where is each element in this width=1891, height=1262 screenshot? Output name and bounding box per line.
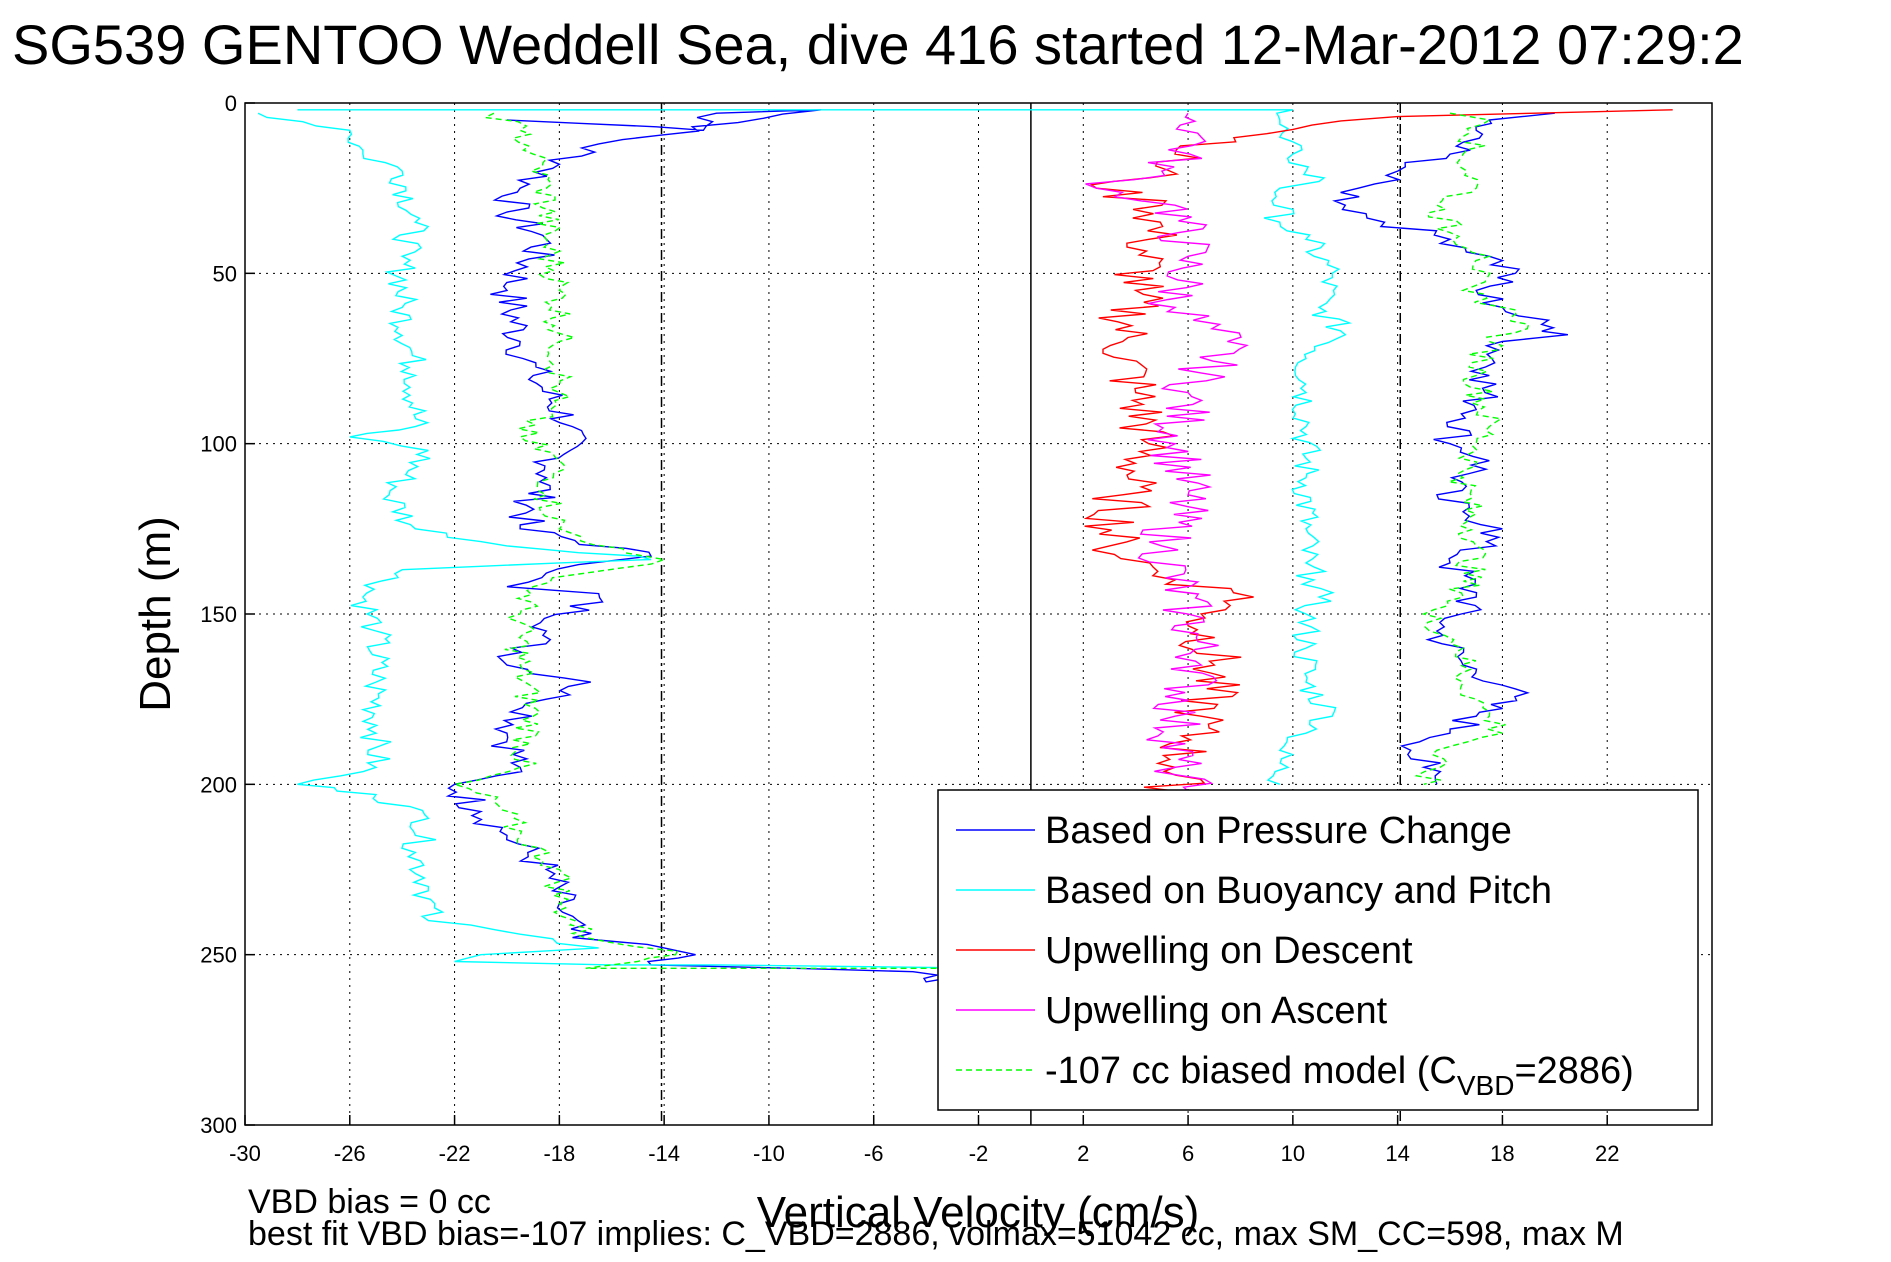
x-tick-label: -14: [648, 1141, 680, 1166]
x-axis-label: Vertical Velocity (cm/s): [757, 1188, 1200, 1237]
vbd-bias-note: VBD bias = 0 cc: [248, 1183, 491, 1221]
series-group: [257, 109, 1673, 983]
x-tick-label: -6: [864, 1141, 884, 1166]
y-tick-label: 0: [225, 91, 237, 116]
legend-label: Based on Pressure Change: [1045, 810, 1512, 852]
legend-label: Based on Buoyancy and Pitch: [1045, 870, 1552, 912]
y-tick-label: 50: [213, 261, 237, 286]
x-tick-label: 22: [1595, 1141, 1619, 1166]
series-line-2: [1083, 109, 1673, 792]
x-tick-label: 18: [1490, 1141, 1514, 1166]
axes-group: -30 -26 -22 -18 -14 -10 -6 -2 2 6 10 14 18 2205010015…: [200, 91, 1713, 1166]
x-tick-label: -26: [334, 1141, 366, 1166]
legend-label: Upwelling on Descent: [1045, 930, 1413, 972]
legend-label: Upwelling on Ascent: [1045, 990, 1388, 1032]
chart-title: SG539 GENTOO Weddell Sea, dive 416 start…: [12, 13, 1744, 76]
y-tick-label: 100: [200, 432, 237, 457]
legend-box: [937, 789, 1699, 1111]
x-tick-label: 14: [1385, 1141, 1409, 1166]
x-tick-label: -18: [543, 1141, 575, 1166]
y-tick-label: 150: [200, 602, 237, 627]
series-line-3: [1085, 112, 1249, 792]
x-tick-label: -10: [753, 1141, 785, 1166]
y-tick-label: 200: [200, 772, 237, 797]
x-tick-label: 6: [1182, 1141, 1194, 1166]
x-tick-label: -22: [439, 1141, 471, 1166]
x-tick-label: -2: [969, 1141, 989, 1166]
series-line-0-b: [1332, 112, 1568, 785]
y-tick-label: 250: [200, 943, 237, 968]
x-tick-label: 2: [1077, 1141, 1089, 1166]
series-line-1-b: [297, 109, 1353, 785]
series-line-0: [445, 109, 966, 983]
x-tick-label: -30: [229, 1141, 261, 1166]
series-line-1: [257, 112, 1005, 969]
legend: Based on Pressure Change Based on Buoyanc…: [937, 789, 1699, 1111]
best-fit-note: best fit VBD bias=-107 implies: C_VBD=28…: [248, 1215, 1624, 1253]
series-line-4: [454, 112, 979, 969]
series-line-4-b: [1414, 112, 1530, 785]
y-tick-label: 300: [200, 1113, 237, 1138]
y-axis-label: Depth (m): [131, 516, 180, 712]
x-tick-label: 10: [1281, 1141, 1305, 1166]
